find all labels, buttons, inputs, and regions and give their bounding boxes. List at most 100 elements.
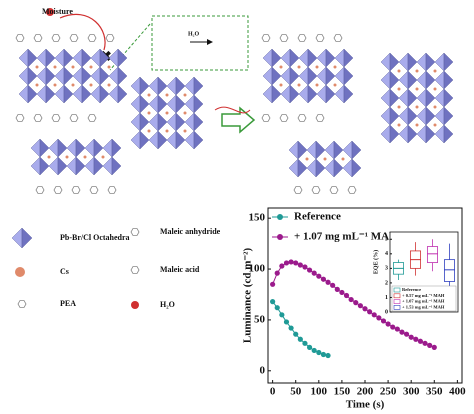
- octahedron: [30, 138, 41, 158]
- point: [311, 347, 317, 354]
- pea: [105, 34, 115, 42]
- pea: [333, 34, 343, 42]
- octahedron: [297, 158, 308, 178]
- point: [380, 318, 387, 324]
- inset-legend-label: + 1.53 mg mL⁻¹ MAH: [402, 304, 445, 309]
- octahedron: [307, 48, 318, 68]
- cs-ion: [165, 111, 169, 115]
- octahedron: [262, 66, 273, 86]
- point: [357, 303, 363, 309]
- cs-icon: [15, 267, 25, 277]
- cs-ion: [147, 129, 151, 133]
- pea: [107, 186, 117, 194]
- point: [311, 270, 317, 276]
- octahedron: [184, 76, 195, 96]
- octahedron: [389, 124, 400, 144]
- moisture-arrow: [59, 13, 106, 51]
- octahedron: [342, 140, 353, 160]
- octahedron: [166, 112, 177, 132]
- pea: [297, 114, 307, 122]
- legend-text: Cs: [60, 267, 69, 276]
- octahedron: [166, 94, 177, 114]
- octahedron: [407, 52, 418, 72]
- octahedron: [72, 48, 83, 68]
- octahedron: [389, 106, 400, 126]
- pea: [69, 114, 79, 122]
- octahedron: [351, 158, 362, 178]
- octahedron: [280, 48, 291, 68]
- point: [274, 305, 280, 311]
- pea: [17, 300, 27, 308]
- octahedron: [63, 48, 74, 68]
- inset-y-tick-label: 0: [385, 309, 388, 315]
- octahedron: [306, 140, 317, 160]
- x-axis-label: Time (s): [346, 399, 385, 411]
- cs-ion: [83, 155, 87, 159]
- octahedron: [398, 88, 409, 108]
- octahedron: [434, 88, 445, 108]
- octahedron: [343, 48, 354, 68]
- octahedron: [324, 140, 335, 160]
- x-tick-label: 350: [426, 386, 443, 398]
- cs-ion: [333, 83, 337, 87]
- octahedron: [380, 70, 391, 90]
- octahedron: [18, 48, 29, 68]
- octahedron: [130, 130, 141, 150]
- inset-legend-swatch: [393, 293, 401, 299]
- moisture-label: Moisture: [42, 7, 73, 16]
- octahedron: [157, 130, 168, 150]
- octahedron: [54, 84, 65, 104]
- cs-ion: [305, 157, 309, 161]
- octahedron: [93, 138, 104, 158]
- octahedron: [130, 112, 141, 132]
- point: [316, 349, 322, 356]
- octahedron: [148, 112, 159, 132]
- x-tick-label: 300: [403, 386, 420, 398]
- octahedron: [36, 84, 47, 104]
- legend-label: Reference: [294, 211, 341, 223]
- legend-text: Pb-Br/Cl Octahedra: [60, 233, 130, 242]
- octahedron: [333, 140, 344, 160]
- cs-ion: [147, 93, 151, 97]
- octahedron: [130, 76, 141, 96]
- x-tick-label: 150: [334, 386, 351, 398]
- inset-y-label: EQE (%): [372, 250, 379, 274]
- octahedron: [389, 70, 400, 90]
- cs-ion: [323, 157, 327, 161]
- x-tick-label: 250: [380, 386, 397, 398]
- octahedron: [298, 66, 309, 86]
- pea: [69, 34, 79, 42]
- octahedron: [99, 66, 110, 86]
- octahedron: [45, 48, 56, 68]
- octahedron: [343, 84, 354, 104]
- inset-legend-swatch: [393, 287, 401, 293]
- octahedron: [54, 48, 65, 68]
- inset-legend-swatch: [393, 299, 401, 304]
- octahedron: [166, 76, 177, 96]
- octahedron: [36, 66, 47, 86]
- point: [362, 306, 368, 312]
- cs-ion: [35, 65, 39, 69]
- point: [302, 264, 308, 270]
- water-icon: [46, 8, 54, 16]
- cs-ion: [397, 105, 401, 109]
- octahedron: [407, 88, 418, 108]
- octahedron: [425, 70, 436, 90]
- point: [325, 279, 331, 285]
- point: [339, 289, 345, 296]
- octahedron: [315, 140, 326, 160]
- legend-text: PEA: [60, 299, 76, 308]
- inset-legend: [391, 285, 457, 312]
- cs-ion: [107, 65, 111, 69]
- octahedron: [389, 52, 400, 72]
- octahedron: [157, 94, 168, 114]
- legend-text: H₂O: [160, 300, 175, 309]
- pea: [51, 114, 61, 122]
- octahedron: [315, 158, 326, 178]
- point: [297, 336, 303, 342]
- point: [385, 321, 391, 327]
- octahedron: [334, 48, 345, 68]
- point: [283, 319, 290, 325]
